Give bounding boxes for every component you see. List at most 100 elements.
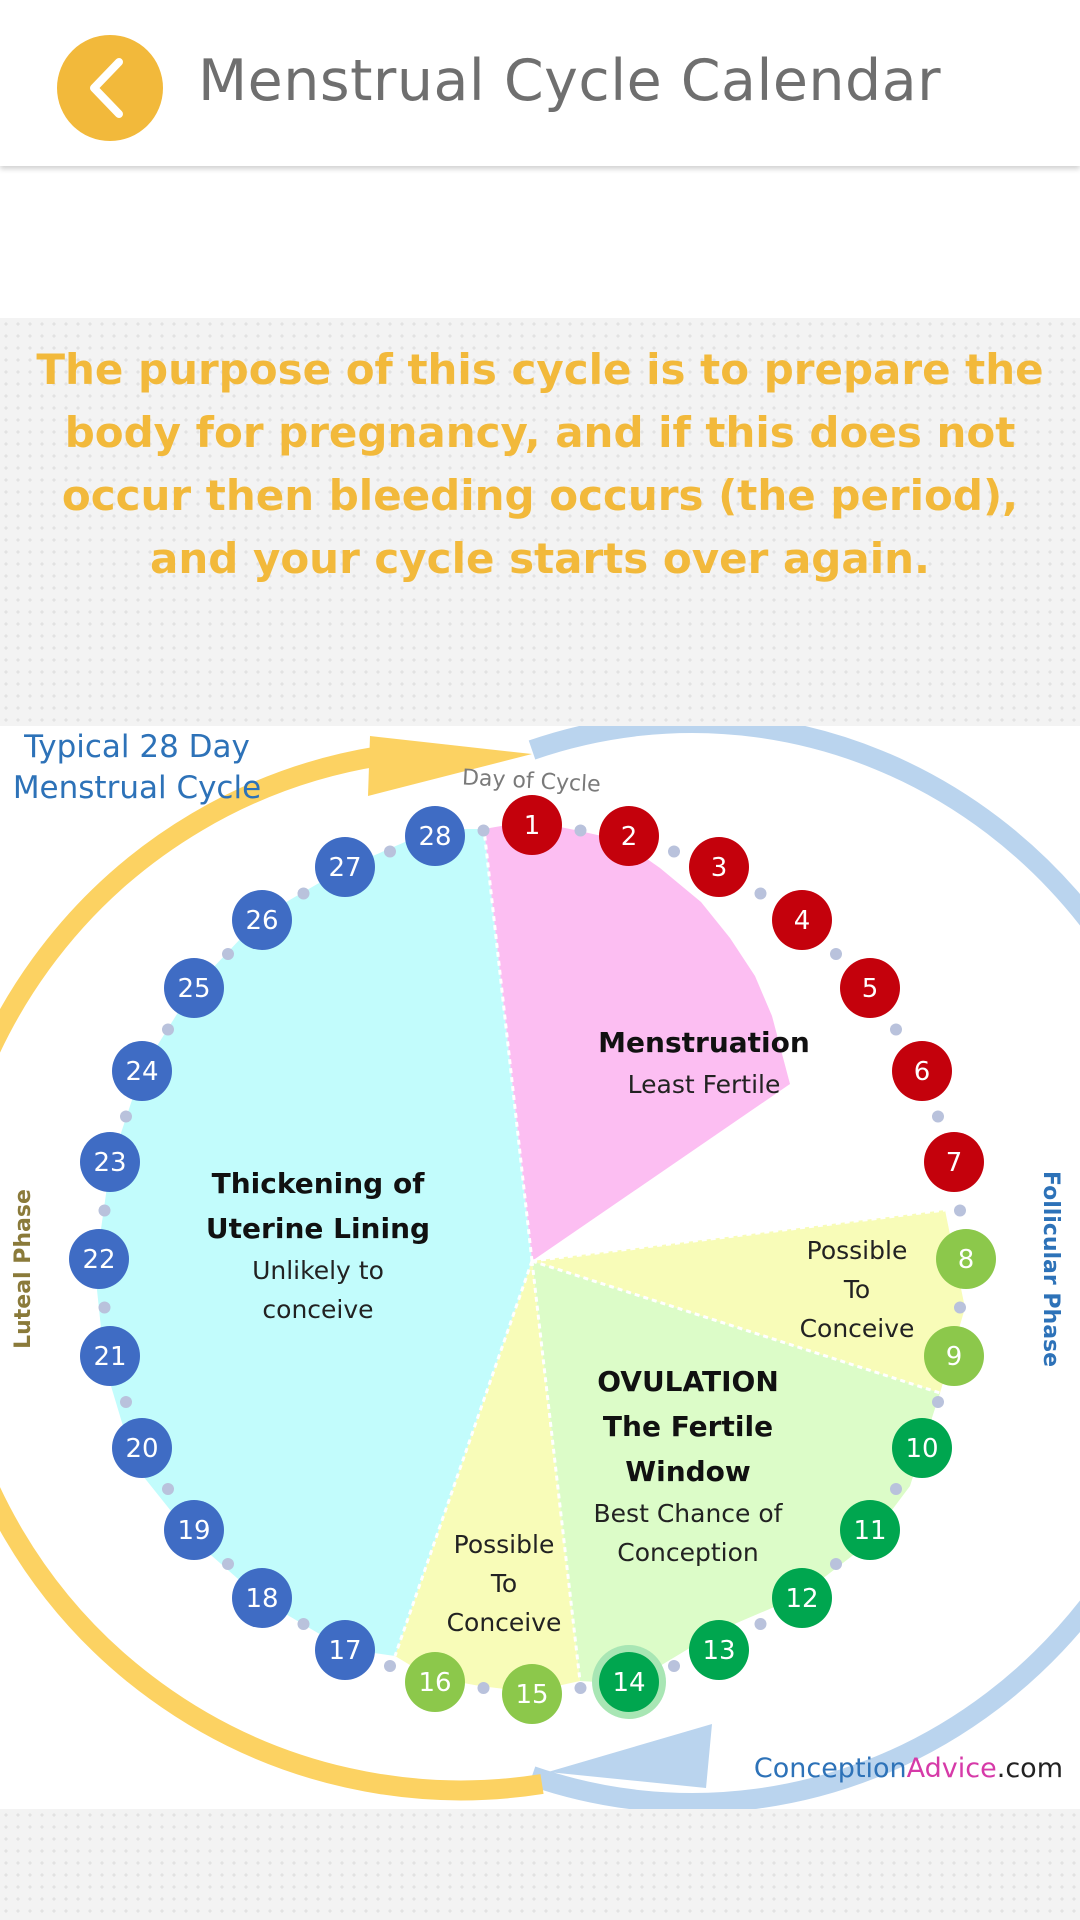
day-circle (164, 1500, 224, 1560)
day-connector (297, 887, 310, 900)
possible-lower-line3: Conceive (447, 1608, 562, 1637)
day-number: 20 (125, 1434, 158, 1464)
day-circle (772, 890, 832, 950)
luteal-line4: conceive (262, 1295, 373, 1324)
day-connector (120, 1396, 132, 1408)
day-circle (232, 890, 292, 950)
luteal-phase-label: Luteal Phase (11, 1189, 36, 1349)
intro-text: The purpose of this cycle is to prepare … (36, 345, 1044, 583)
possible-lower-line1: Possible (454, 1530, 555, 1559)
day-marker: 22 (69, 1229, 129, 1289)
day-marker: 20 (112, 1418, 172, 1478)
day-circle (892, 1418, 952, 1478)
day-number: 27 (328, 853, 361, 883)
day-connector (98, 1301, 111, 1314)
credit-part2: Advice (907, 1753, 997, 1784)
spacer (0, 166, 1080, 318)
day-circle (69, 1229, 129, 1289)
ovulation-line5: Conception (617, 1538, 758, 1567)
segment-divider (393, 1260, 534, 1657)
day-marker: 27 (315, 837, 375, 897)
day-connector (574, 1682, 587, 1694)
day-marker: 4 (772, 890, 832, 950)
bottom-panel (0, 1809, 1080, 1920)
possible-lower-label: Possible To Conceive (447, 1530, 562, 1637)
possible-upper-line2: To (843, 1275, 870, 1304)
day-circle (892, 1041, 952, 1101)
possible-lower-segment (395, 1261, 580, 1692)
phase-arcs (0, 713, 1080, 1813)
day-marker: 21 (80, 1326, 140, 1386)
possible-upper-line3: Conceive (800, 1314, 915, 1343)
day-marker: 1 (502, 795, 562, 855)
day-marker: 14 (592, 1645, 666, 1719)
day-marker: 9 (924, 1326, 984, 1386)
day-number: 9 (946, 1342, 963, 1372)
day-marker: 10 (892, 1418, 952, 1478)
day-marker: 24 (112, 1041, 172, 1101)
cycle-segments (95, 821, 965, 1692)
day-markers: 1 234567891011121314151617181920212223242… (69, 795, 996, 1724)
chevron-left-icon (90, 58, 123, 118)
day-number: 21 (93, 1342, 126, 1372)
day-connector (384, 1660, 396, 1672)
day-connector (890, 1023, 902, 1036)
possible-lower-line2: To (490, 1569, 517, 1598)
back-button[interactable] (57, 35, 163, 141)
day-circle (936, 1229, 996, 1289)
day-connector (830, 948, 842, 960)
day-connector (668, 845, 680, 858)
day-number: 23 (93, 1148, 126, 1178)
day-circle (840, 958, 900, 1018)
page-title: Menstrual Cycle Calendar (198, 48, 942, 114)
day-marker: 18 (232, 1568, 292, 1628)
day-circle (80, 1326, 140, 1386)
possible-upper-line1: Possible (807, 1236, 908, 1265)
day-marker: 28 (405, 806, 465, 866)
follicular-phase-arrow (528, 713, 1080, 1813)
day-connectors (98, 824, 966, 1694)
day-marker: 11 (840, 1500, 900, 1560)
day-marker: 2 (599, 806, 659, 866)
day-connector (890, 1483, 902, 1495)
day-connector (754, 887, 767, 900)
menstruation-segment (484, 821, 790, 1261)
day-marker: 16 (405, 1652, 465, 1712)
segment-divider (530, 1260, 582, 1682)
day-circle (112, 1041, 172, 1101)
day-number: 14 (612, 1668, 645, 1698)
day-circle (689, 1620, 749, 1680)
day-marker: 7 (924, 1132, 984, 1192)
day-number: 19 (177, 1516, 210, 1546)
day-connector (574, 824, 587, 837)
source-credit: ConceptionAdvice.com (754, 1753, 1063, 1784)
day-circle (232, 1568, 292, 1628)
day-marker: 15 (502, 1664, 562, 1724)
day-circle (599, 806, 659, 866)
luteal-label: Thickening of Uterine Lining Unlikely to… (206, 1167, 430, 1324)
diagram-title-line2: Menstrual Cycle (13, 770, 261, 806)
day-circle (112, 1418, 172, 1478)
day-circle (164, 958, 224, 1018)
day-circle (315, 837, 375, 897)
day-of-cycle-label: Day of Cycle (461, 765, 601, 797)
ovulation-line3: Window (625, 1455, 751, 1488)
day-number: 28 (418, 822, 451, 852)
luteal-line3: Unlikely to (252, 1256, 384, 1285)
day-number: 4 (794, 906, 811, 936)
day-connector (754, 1618, 767, 1630)
day-circle (840, 1500, 900, 1560)
day-number: 26 (245, 906, 278, 936)
day-circle (772, 1568, 832, 1628)
day-marker: 25 (164, 958, 224, 1018)
day-number: 13 (702, 1636, 735, 1666)
day-number: 18 (245, 1584, 278, 1614)
follicular-arrow-head (548, 1724, 712, 1788)
day-number: 22 (82, 1245, 115, 1275)
day-connector (384, 845, 396, 858)
luteal-line1: Thickening of (212, 1167, 426, 1200)
day-number: 8 (958, 1245, 975, 1275)
day-number: 6 (914, 1057, 931, 1087)
day-number: 17 (328, 1636, 361, 1666)
luteal-phase-arrow (0, 746, 544, 1801)
